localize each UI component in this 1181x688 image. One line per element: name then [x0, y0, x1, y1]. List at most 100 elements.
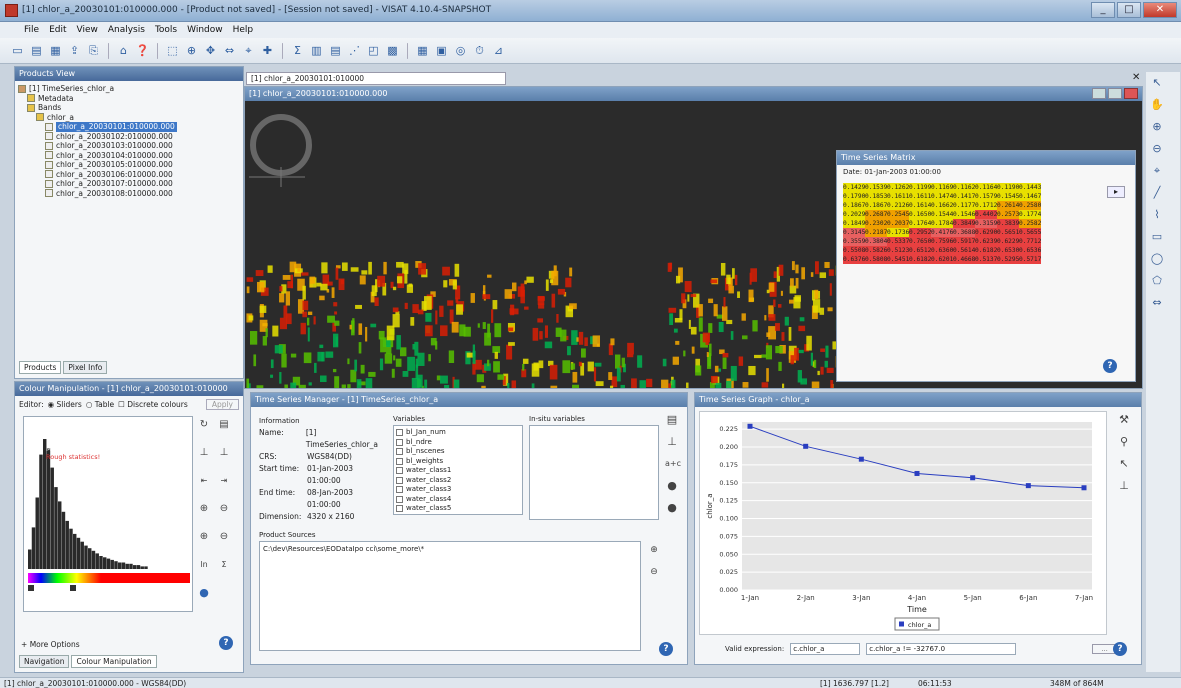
zoom-icon[interactable]: ⊕	[186, 44, 197, 57]
tab-colour-manipulation[interactable]: Colour Manipulation	[71, 655, 157, 668]
tree-node[interactable]: chlor_a_20030107:010000.000	[18, 179, 240, 189]
frame-close-button[interactable]	[1124, 88, 1138, 99]
help-icon[interactable]: ?	[1113, 642, 1127, 656]
checkbox-icon[interactable]	[396, 476, 403, 484]
zoom-in-h-icon[interactable]: ⊕	[199, 531, 209, 542]
maximize-button[interactable]: □	[1117, 2, 1141, 18]
time-icon[interactable]: ⏱	[475, 44, 484, 57]
help-icon[interactable]: ?	[1103, 359, 1117, 373]
tree-node[interactable]: Metadata	[18, 94, 240, 104]
data-point[interactable]	[1025, 483, 1031, 489]
zoom-out-v-icon[interactable]: ⊖	[219, 503, 229, 514]
pan-icon[interactable]: ✋	[1150, 98, 1164, 111]
discrete-colours-checkbox[interactable]: ☐ Discrete colours	[118, 400, 188, 409]
scatter-icon[interactable]: ⋰	[349, 44, 360, 57]
tree-node[interactable]: chlor_a	[18, 113, 240, 123]
help-icon[interactable]: ?	[219, 636, 233, 650]
help-icon[interactable]: ❓	[135, 44, 150, 57]
expression-icon[interactable]: a+c	[665, 459, 682, 468]
wrench-icon[interactable]: ⚒	[1119, 413, 1129, 426]
checkbox-icon[interactable]	[396, 438, 403, 446]
log-scale-icon[interactable]: ln	[200, 560, 208, 569]
valid-expression-select[interactable]: c.chlor_a	[790, 643, 861, 655]
menu-analysis[interactable]: Analysis	[107, 25, 145, 35]
tree-node[interactable]: chlor_a_20030103:010000.000	[18, 141, 240, 151]
variable-checkbox[interactable]: bl_weights	[396, 457, 520, 467]
close-doc-icon[interactable]: ✕	[1132, 72, 1141, 83]
apply-button[interactable]: Apply	[205, 399, 239, 410]
menu-window[interactable]: Window	[187, 25, 223, 35]
export-icon[interactable]: ⇪	[69, 44, 80, 57]
zoom-out-h-icon[interactable]: ⊖	[219, 531, 229, 542]
distribute-icon[interactable]: ⊥	[199, 447, 209, 458]
shape-icon[interactable]: ⬠	[1152, 274, 1162, 287]
layer-icon[interactable]: ●	[667, 479, 677, 492]
tree-node[interactable]: chlor_a_20030101:010000.000	[18, 122, 240, 132]
checkbox-icon[interactable]	[396, 467, 403, 475]
import-icon[interactable]: ▤	[219, 419, 229, 430]
tab-image-view[interactable]: [1] chlor_a_20030101:010000	[246, 72, 506, 85]
tree-node[interactable]: chlor_a_20030108:010000.000	[18, 189, 240, 199]
layer-add-icon[interactable]: ●	[667, 501, 677, 514]
frame-minimize-button[interactable]	[1092, 88, 1106, 99]
tree-node[interactable]: chlor_a_20030106:010000.000	[18, 170, 240, 180]
data-point[interactable]	[803, 443, 809, 449]
source-item[interactable]: C:\dev\Resources\EODataIpo cci\some_more…	[263, 545, 425, 553]
open-icon[interactable]: ▤	[31, 44, 42, 57]
slider-handle[interactable]	[70, 585, 76, 591]
more-options-toggle[interactable]: + More Options	[21, 640, 80, 649]
menu-file[interactable]: File	[24, 25, 40, 35]
flask-icon[interactable]: ⊥	[667, 435, 677, 448]
search-icon[interactable]: ⚲	[1119, 435, 1129, 448]
checkbox-icon[interactable]	[396, 457, 403, 465]
new-icon[interactable]: ▭	[12, 44, 23, 57]
copy-icon[interactable]: ⎘	[89, 44, 98, 57]
add-source-icon[interactable]: ⊕	[650, 545, 658, 555]
variable-checkbox[interactable]: water_class2	[396, 476, 520, 486]
home-icon[interactable]: ⌂	[120, 44, 127, 57]
export-icon[interactable]: ⊥	[219, 447, 229, 458]
zoom-out-icon[interactable]: ⊖	[1152, 142, 1162, 155]
range-max-icon[interactable]: ⇥	[220, 476, 228, 485]
stats-icon[interactable]: ▦	[417, 44, 428, 57]
variable-checkbox[interactable]: water_class1	[396, 466, 520, 476]
flask-icon[interactable]: ⊥	[1119, 479, 1129, 492]
data-point[interactable]	[747, 423, 753, 429]
tree-node[interactable]: chlor_a_20030104:010000.000	[18, 151, 240, 161]
select-icon[interactable]: ↖	[1152, 76, 1162, 89]
variable-checkbox[interactable]: bl_ndre	[396, 438, 520, 448]
world-icon[interactable]: ◎	[455, 44, 466, 57]
table-radio[interactable]: ○ Table	[85, 400, 115, 409]
product-sources-list[interactable]: C:\dev\Resources\EODataIpo cci\some_more…	[259, 541, 641, 651]
graph-icon[interactable]: ⊿	[493, 44, 504, 57]
cursor-icon[interactable]: ↖	[1119, 457, 1129, 470]
rect-icon[interactable]: ▭	[1151, 230, 1163, 243]
menu-view[interactable]: View	[76, 25, 98, 35]
minimize-button[interactable]: _	[1091, 2, 1115, 18]
chart-icon[interactable]: ▥	[311, 44, 322, 57]
data-point[interactable]	[914, 470, 920, 476]
tree-node[interactable]: chlor_a_20030105:010000.000	[18, 160, 240, 170]
line-icon[interactable]: ╱	[1153, 186, 1161, 199]
tree-node[interactable]: chlor_a_20030102:010000.000	[18, 132, 240, 142]
navigation-compass[interactable]	[250, 114, 312, 176]
variable-checkbox[interactable]: water_class4	[396, 495, 520, 505]
gcp-icon[interactable]: ⌖	[1153, 164, 1161, 177]
slider-handle[interactable]	[28, 585, 34, 591]
variable-checkbox[interactable]: bl_Jan_num	[396, 428, 520, 438]
layer-icon[interactable]: ◰	[368, 44, 379, 57]
insitu-variables-list[interactable]	[529, 425, 659, 520]
data-point[interactable]	[1081, 485, 1087, 491]
sliders-radio[interactable]: ◉ Sliders	[47, 400, 82, 409]
zoom-in-v-icon[interactable]: ⊕	[199, 503, 209, 514]
close-button[interactable]: ✕	[1143, 2, 1177, 18]
zoom-icon[interactable]: ⊕	[1152, 120, 1162, 133]
menu-edit[interactable]: Edit	[49, 25, 67, 35]
checkbox-icon[interactable]	[396, 429, 403, 437]
mask-icon[interactable]: ▩	[387, 44, 398, 57]
ellipse-icon[interactable]: ◯	[1150, 252, 1164, 265]
variable-checkbox[interactable]: water_class5	[396, 504, 520, 514]
matrix-expand-button[interactable]: ▸	[1107, 186, 1125, 198]
frame-maximize-button[interactable]	[1108, 88, 1122, 99]
reset-icon[interactable]: ↻	[199, 419, 209, 430]
